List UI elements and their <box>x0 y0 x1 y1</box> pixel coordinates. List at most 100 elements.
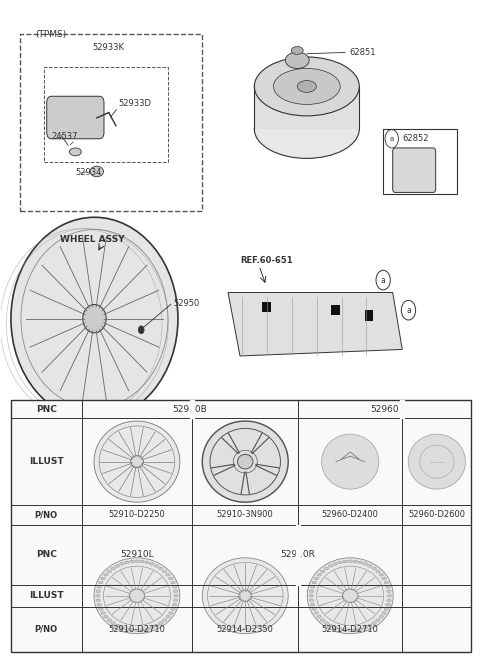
Ellipse shape <box>358 628 362 631</box>
Ellipse shape <box>353 560 358 563</box>
Ellipse shape <box>297 81 316 93</box>
Ellipse shape <box>94 558 180 634</box>
Text: WHEEL ASSY: WHEEL ASSY <box>60 235 124 244</box>
Ellipse shape <box>314 612 319 614</box>
Ellipse shape <box>274 68 340 104</box>
Ellipse shape <box>291 47 303 55</box>
Ellipse shape <box>309 590 313 593</box>
Ellipse shape <box>309 599 313 602</box>
Text: 62851: 62851 <box>350 48 376 57</box>
Ellipse shape <box>307 558 393 634</box>
Bar <box>364 310 373 321</box>
Ellipse shape <box>312 608 316 610</box>
Ellipse shape <box>322 434 379 489</box>
Ellipse shape <box>94 421 180 502</box>
FancyBboxPatch shape <box>47 97 104 139</box>
Text: PNC: PNC <box>36 551 57 559</box>
Ellipse shape <box>111 567 115 570</box>
Ellipse shape <box>97 585 101 588</box>
Ellipse shape <box>314 577 319 580</box>
Text: 52910-D2710: 52910-D2710 <box>108 625 165 634</box>
Text: a: a <box>381 276 385 285</box>
Text: 52910B: 52910B <box>172 405 207 414</box>
Ellipse shape <box>125 628 129 631</box>
Ellipse shape <box>166 616 170 618</box>
Ellipse shape <box>324 622 329 624</box>
Ellipse shape <box>238 455 253 469</box>
Ellipse shape <box>83 304 106 333</box>
Ellipse shape <box>135 560 139 562</box>
Text: 52910L: 52910L <box>120 551 154 559</box>
Ellipse shape <box>343 589 358 602</box>
Ellipse shape <box>376 619 380 622</box>
Ellipse shape <box>387 599 391 602</box>
Ellipse shape <box>358 561 362 564</box>
Ellipse shape <box>166 574 170 576</box>
Ellipse shape <box>343 629 348 631</box>
Ellipse shape <box>328 624 333 627</box>
Ellipse shape <box>96 595 100 597</box>
FancyBboxPatch shape <box>393 148 436 193</box>
Ellipse shape <box>254 57 360 116</box>
Text: REF.60-651: REF.60-651 <box>240 256 293 265</box>
Bar <box>331 305 340 315</box>
Ellipse shape <box>154 624 158 627</box>
Text: ILLUST: ILLUST <box>29 591 63 600</box>
Ellipse shape <box>317 616 322 618</box>
Ellipse shape <box>324 567 329 570</box>
Ellipse shape <box>376 570 380 573</box>
Ellipse shape <box>382 612 386 614</box>
Ellipse shape <box>321 570 325 573</box>
Ellipse shape <box>311 585 314 588</box>
Ellipse shape <box>384 608 388 610</box>
Text: 52914-D2710: 52914-D2710 <box>322 625 379 634</box>
Ellipse shape <box>384 581 388 584</box>
Circle shape <box>138 326 144 334</box>
Ellipse shape <box>372 622 376 624</box>
Text: 52933K: 52933K <box>92 43 124 53</box>
Ellipse shape <box>387 590 391 593</box>
Ellipse shape <box>333 626 337 629</box>
Text: 24537: 24537 <box>51 132 78 141</box>
Ellipse shape <box>363 626 367 629</box>
Ellipse shape <box>309 595 313 597</box>
Ellipse shape <box>239 590 252 601</box>
Ellipse shape <box>254 99 360 158</box>
Ellipse shape <box>99 581 103 584</box>
Text: a: a <box>390 136 394 142</box>
Ellipse shape <box>202 558 288 634</box>
Ellipse shape <box>107 570 111 573</box>
Ellipse shape <box>348 560 352 562</box>
Ellipse shape <box>172 585 177 588</box>
Ellipse shape <box>104 574 108 576</box>
Ellipse shape <box>386 603 390 606</box>
Text: PNC: PNC <box>36 405 57 414</box>
Ellipse shape <box>172 603 177 606</box>
Ellipse shape <box>104 616 108 618</box>
Ellipse shape <box>386 585 390 588</box>
Text: 52934: 52934 <box>75 168 102 177</box>
Ellipse shape <box>140 560 144 563</box>
Text: 52960: 52960 <box>371 405 399 414</box>
Ellipse shape <box>353 629 358 631</box>
Ellipse shape <box>338 561 342 564</box>
Ellipse shape <box>372 567 376 570</box>
Ellipse shape <box>328 564 333 567</box>
Ellipse shape <box>90 166 104 177</box>
Ellipse shape <box>107 619 111 622</box>
Ellipse shape <box>120 562 124 565</box>
Ellipse shape <box>382 577 386 580</box>
Ellipse shape <box>333 562 337 565</box>
Ellipse shape <box>168 612 173 614</box>
Ellipse shape <box>162 619 167 622</box>
Ellipse shape <box>174 595 178 597</box>
Text: 52914-D2350: 52914-D2350 <box>217 625 274 634</box>
Ellipse shape <box>70 148 81 156</box>
Bar <box>262 302 271 312</box>
Text: 52960-D2600: 52960-D2600 <box>408 510 465 520</box>
Ellipse shape <box>312 581 316 584</box>
Ellipse shape <box>101 577 105 580</box>
Text: 52910-D2250: 52910-D2250 <box>108 510 165 520</box>
Ellipse shape <box>174 599 178 602</box>
Text: 52950: 52950 <box>173 298 199 307</box>
